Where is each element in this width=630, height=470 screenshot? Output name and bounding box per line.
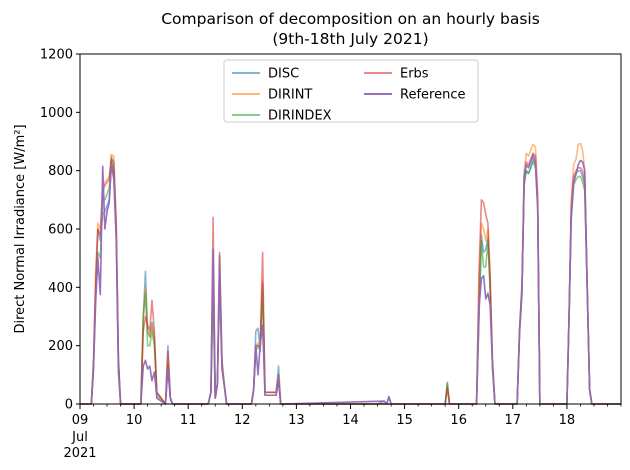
x-tick-label: 09 [72, 413, 89, 428]
series-line-reference [80, 153, 621, 405]
x-tick-label: 11 [180, 413, 197, 428]
legend-label-disc: DISC [268, 67, 299, 82]
x-tick-label: 15 [396, 413, 413, 428]
chart-title: Comparison of decomposition on an hourly… [161, 10, 540, 28]
y-tick-label: 600 [48, 223, 73, 238]
y-tick-label: 1200 [40, 48, 73, 63]
y-axis-label: Direct Normal Irradiance [W/m²] [13, 124, 28, 333]
y-axis-ticks: 0 200 400 600 800 1000 1200 [40, 48, 80, 413]
x-tick-sublabel: Jul [71, 430, 88, 445]
x-tick-label: 18 [559, 413, 576, 428]
legend-label-reference: Reference [400, 88, 465, 103]
y-tick-label: 800 [48, 164, 73, 179]
x-tick-label: 14 [342, 413, 359, 428]
y-tick-label: 1000 [40, 106, 73, 121]
legend-label-dirindex: DIRINDEX [268, 109, 332, 124]
x-tick-sublabel: 2021 [63, 446, 96, 461]
x-tick-label: 12 [234, 413, 251, 428]
legend: DISC DIRINT DIRINDEX Erbs Reference [223, 59, 479, 124]
y-tick-label: 0 [65, 398, 73, 413]
y-tick-label: 400 [48, 281, 73, 296]
x-tick-label: 16 [450, 413, 467, 428]
x-tick-label: 13 [288, 413, 305, 428]
legend-box [223, 59, 479, 123]
legend-label-dirint: DIRINT [268, 88, 312, 103]
x-tick-label: 10 [126, 413, 143, 428]
legend-label-erbs: Erbs [400, 67, 429, 82]
plot-lines [80, 142, 621, 405]
x-tick-label: 17 [505, 413, 522, 428]
chart-subtitle: (9th-18th July 2021) [272, 30, 428, 48]
y-tick-label: 200 [48, 339, 73, 354]
